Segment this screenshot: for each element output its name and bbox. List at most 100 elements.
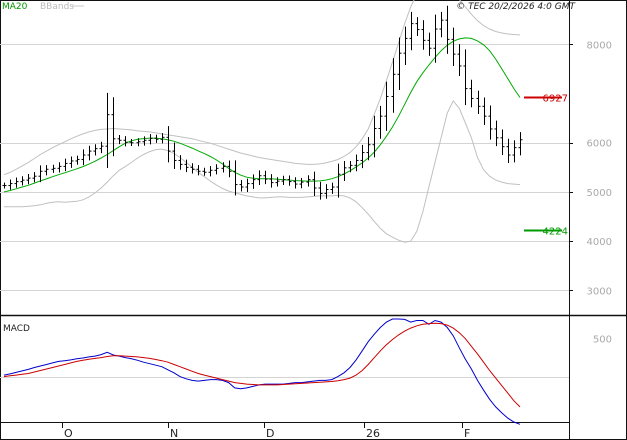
ohlc-bar [172,142,177,170]
ohlc-bar [354,154,359,172]
ohlc-bar [330,182,335,194]
ohlc-bar [8,179,13,190]
ohlc-bar [20,176,25,186]
ohlc-bar [63,158,68,172]
ohlc-bar [269,174,274,188]
bollinger-bands [3,0,521,243]
x-tick-label: O [64,427,73,440]
ohlc-bar [433,14,438,63]
x-tick-label: N [170,427,178,440]
macd-panel [3,318,521,425]
ohlc-bar [117,134,122,145]
price-levels: 6927 4224 [524,94,568,238]
ohlc-bar [397,37,402,90]
x-tick-label: F [464,427,470,440]
ohlc-bar [378,105,383,139]
ohlc-bar [457,44,462,76]
ohlc-bar [166,126,171,163]
ohlc-bar [196,165,201,176]
ohlc-bar [281,175,286,185]
y-tick-label: 6000 [587,139,612,150]
ohlc-bar [142,136,147,146]
ohlc-bar [51,164,56,173]
ohlc-bar [44,165,49,176]
copyright-text: © TEC 20/2/2026 4:0 GMT [456,2,576,12]
level-label-0: 6927 [543,94,568,105]
ohlc-bar [263,170,268,185]
ohlc-bar [488,105,493,140]
ohlc-bar [111,97,116,157]
ohlc-bar [384,81,389,131]
ohlc-bar [287,175,292,186]
ohlc-bar [451,27,456,66]
bb-upper-line [3,0,521,176]
price-axis-ticks: 3000 4000 5000 6000 8000 500 [569,40,612,346]
ohlc-bar [160,133,165,144]
ohlc-bar [14,177,19,188]
ma20-polyline [3,37,521,193]
ohlc-bar [439,11,444,38]
ohlc-bar [293,177,298,189]
ohlc-bar [227,160,232,178]
ohlc-bar [415,17,420,37]
ohlc-bar [409,11,414,51]
ohlc-bar [214,164,219,175]
ohlc-bar [184,159,189,173]
macd-series-0 [3,318,521,425]
macd-series-1 [3,322,521,408]
ohlc-bar [463,49,468,106]
ohlc-bar [202,167,207,176]
ohlc-bar [512,140,517,163]
y-tick-label: 3000 [587,286,612,297]
ohlc-bar [105,92,110,169]
ohlc-bar [208,166,213,177]
ohlc-bar [123,136,128,147]
ohlc-bar [324,184,329,199]
y-tick-label: 5000 [587,188,612,199]
ohlc-bar [445,5,450,54]
ohlc-bar [251,174,256,189]
ohlc-bar [275,177,280,187]
ohlc-bar [391,58,396,113]
ohlc-bar [469,79,474,108]
ohlc-bar [233,160,238,196]
ohlc-bar [500,129,505,155]
ohlc-bar [136,138,141,147]
ohlc-bar [129,138,134,146]
legend-ma20: MA20 [2,2,28,12]
ohlc-bar [38,165,43,183]
macd-tick-label: 500 [593,335,612,346]
bb-lower-line [4,99,521,243]
ohlc-bar [312,171,317,196]
ohlc-bar [518,132,523,156]
ohlc-bar [190,163,195,174]
ohlc-bar [99,141,104,154]
ohlc-bar [360,144,365,169]
ohlc-bar [178,155,183,170]
ohlc-bar [93,144,98,156]
level-label-1: 4224 [543,227,568,238]
ohlc-bar [476,90,481,114]
ohlc-bar [81,149,86,166]
macd-title: MACD [3,324,30,334]
ohlc-bar [239,180,244,192]
ohlc-bar [372,115,377,158]
ohlc-bar [2,182,7,189]
ohlc-bars [2,5,523,200]
ohlc-bar [57,162,62,173]
ohlc-bar [421,20,426,50]
ohlc-bar [342,161,347,182]
ma20-line [3,37,521,193]
ohlc-bar [257,170,262,185]
ohlc-bar [494,120,499,147]
ohlc-bar [75,155,80,165]
ohlc-bar [366,137,371,161]
date-axis-ticks: O N D 26 F [62,422,470,440]
ohlc-bar [245,178,250,193]
ohlc-bar [32,172,37,183]
grid [0,44,569,378]
y-tick-label: 8000 [587,40,612,51]
legend-bbands: BBands [40,2,74,12]
ohlc-bar [336,163,341,198]
